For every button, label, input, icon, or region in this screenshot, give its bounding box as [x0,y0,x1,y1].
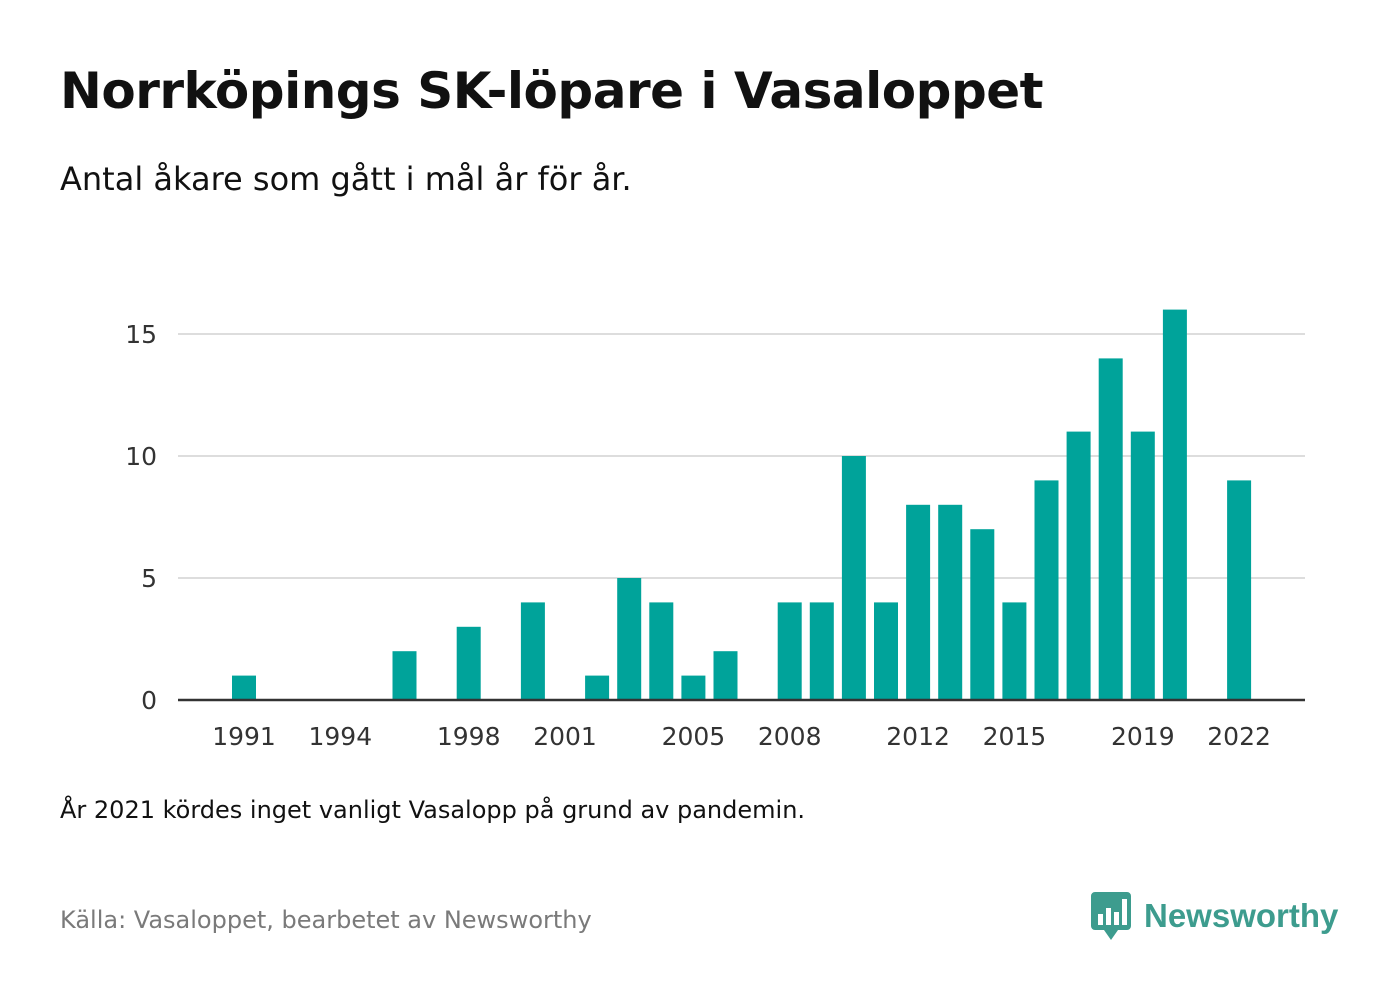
x-tick-label: 2019 [1111,722,1175,751]
y-tick-label: 10 [125,442,157,471]
bar-2010 [841,456,866,700]
brand-name: Newsworthy [1144,897,1339,934]
bar-2017 [1066,431,1091,700]
x-tick-label: 1994 [308,722,372,751]
chart-subtitle: Antal åkare som gått i mål år för år. [60,160,632,198]
chart-note: År 2021 kördes inget vanligt Vasalopp på… [60,796,806,824]
x-tick-label: 2022 [1207,722,1271,751]
y-axis-tick-labels: 0 5 10 15 [125,320,157,715]
bar-2020 [1162,309,1187,700]
x-tick-label: 2012 [886,722,950,751]
x-tick-label: 2008 [758,722,822,751]
bar-2006 [713,651,738,700]
y-tick-label: 15 [125,320,157,349]
bar-2009 [809,602,834,700]
x-tick-label: 2015 [983,722,1047,751]
bar-2013 [938,504,963,700]
y-tick-label: 5 [141,564,157,593]
bar-1991 [232,675,256,700]
bar-1996 [392,651,417,700]
source-text: Källa: Vasaloppet, bearbetet av Newswort… [60,906,592,934]
bar-2005 [681,675,706,700]
chart-title: Norrköpings SK-löpare i Vasaloppet [60,62,1044,120]
bar-2002 [585,675,610,700]
bar-1998 [456,626,481,700]
x-tick-label: 2005 [662,722,726,751]
y-tick-label: 0 [141,686,157,715]
x-tick-label: 1998 [437,722,501,751]
bar-2012 [906,504,931,700]
newsworthy-logo-icon [1091,892,1131,940]
x-axis-tick-labels: 1991 1994 1998 2001 2005 2008 2012 2015 2019 2022 [212,722,1271,751]
bar-2011 [874,602,898,700]
bar-2008 [777,602,802,700]
bar-2016 [1034,480,1059,700]
x-tick-label: 2001 [533,722,597,751]
bar-chart: 0 5 10 15 1991 1994 1998 2001 2005 2008 2012 2015 2… [125,309,1305,751]
bars [232,309,1252,700]
bar-2000 [520,602,545,700]
bar-2015 [1002,602,1027,700]
bar-2004 [649,602,674,700]
x-tick-label: 1991 [212,722,276,751]
bar-2022 [1227,480,1252,700]
bar-2014 [970,529,995,700]
bar-2018 [1098,358,1123,700]
bar-2019 [1130,431,1155,700]
bar-2003 [617,578,642,700]
brand-logo: Newsworthy [1090,888,1338,944]
